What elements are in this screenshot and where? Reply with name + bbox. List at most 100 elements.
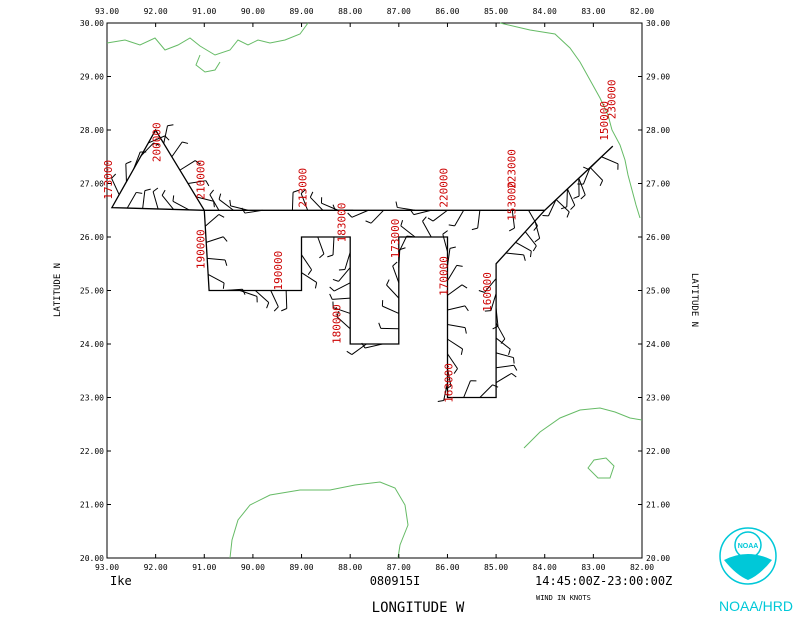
wind-barb — [490, 293, 497, 311]
y-tick-label-left: 20.00 — [80, 554, 104, 563]
wind-barb — [332, 236, 335, 256]
y-tick-label-left: 25.00 — [80, 287, 104, 296]
x-tick-label-bottom: 85.00 — [484, 563, 508, 572]
wind-barb-flag — [566, 211, 570, 218]
wind-barb-flag — [111, 173, 117, 179]
y-axis-title-left: LATITUDE N — [53, 263, 63, 317]
wind-barb-flag — [471, 227, 478, 231]
wind-barb-flag — [409, 209, 415, 215]
wind-barb-flag — [427, 217, 434, 222]
y-tick-label-left: 23.00 — [80, 394, 104, 403]
x-tick-label-bottom: 87.00 — [387, 563, 411, 572]
wind-barb-flag — [478, 289, 485, 293]
time-labels: 173000 200000 210000 190000 190000 213000 1830… — [102, 80, 618, 403]
wind-barb-flag — [573, 195, 580, 199]
wind-barb — [142, 190, 146, 209]
wind-barb-flag — [453, 368, 458, 374]
wind-barb-flag — [218, 193, 222, 200]
wind-barb — [447, 284, 463, 296]
wind-barb-flag — [532, 245, 537, 252]
x-axis-title: LONGITUDE W — [372, 600, 465, 616]
wind-barb-flag — [395, 201, 398, 208]
x-tick-label-bottom: 86.00 — [435, 563, 459, 572]
x-tick-label-bottom: 91.00 — [192, 563, 216, 572]
y-tick-label-right: 21.00 — [646, 501, 670, 510]
y-tick-label-right: 25.00 — [646, 287, 670, 296]
wind-barb — [148, 135, 166, 144]
units-label: WIND IN KNOTS — [536, 594, 591, 602]
wind-barb-flag — [329, 293, 333, 300]
x-tick-label-bottom: 88.00 — [338, 563, 362, 572]
wind-barb-flag — [512, 357, 515, 364]
wind-barb-flag — [300, 189, 306, 194]
wind-barb-flag — [329, 286, 335, 292]
wind-barb — [364, 343, 383, 349]
wind-barb — [126, 192, 137, 209]
wind-barb-flag — [314, 282, 318, 289]
wind-barb-flag — [153, 142, 160, 146]
wind-barb-flag — [511, 372, 517, 378]
wind-barb-flag — [167, 124, 174, 127]
y-tick-label-left: 24.00 — [80, 340, 104, 349]
time-label: 173000 — [102, 160, 115, 200]
wind-barb — [589, 167, 603, 181]
wind-barb-flag — [194, 160, 201, 165]
time-label: 190000 — [194, 229, 207, 269]
wind-barb-flag — [449, 246, 456, 249]
wind-barb — [321, 202, 339, 211]
time-label: 170000 — [438, 256, 451, 296]
x-tick-label-top: 83.00 — [581, 7, 605, 16]
wind-barb — [172, 200, 190, 211]
x-tick-label-top: 82.00 — [630, 7, 654, 16]
wind-barb-flag — [172, 195, 175, 202]
wind-barb — [218, 199, 234, 211]
coastline — [106, 22, 643, 559]
time-label: 190000 — [272, 251, 285, 291]
wind-barb — [133, 151, 141, 169]
time-label: 230000 — [605, 80, 618, 120]
wind-barb — [332, 307, 351, 314]
x-tick-label-bottom: 84.00 — [533, 563, 557, 572]
wind-barb — [161, 195, 174, 210]
x-tick-label-bottom: 93.00 — [95, 563, 119, 572]
wind-barb — [301, 254, 313, 271]
y-tick-label-right: 30.00 — [646, 19, 670, 28]
wind-barb-flag — [319, 253, 325, 259]
x-tick-label-top: 88.00 — [338, 7, 362, 16]
wind-barb — [422, 221, 432, 238]
wind-barb — [291, 192, 294, 211]
wind-barb-flag — [508, 227, 515, 232]
y-tick-label-left: 29.00 — [80, 73, 104, 82]
wind-barb-flag — [361, 342, 366, 349]
time-label: 213000 — [296, 168, 309, 208]
wind-barb — [351, 343, 367, 355]
wind-barb-flag — [365, 220, 372, 224]
wind-barb — [204, 214, 220, 227]
time-label: 173000 — [389, 219, 402, 259]
wind-barb — [496, 364, 514, 369]
wind-barb-flag — [560, 206, 567, 210]
y-tick-label-left: 27.00 — [80, 180, 104, 189]
coast-north-gulf — [106, 22, 309, 56]
wind-barb — [206, 236, 224, 243]
flight-path — [110, 128, 614, 399]
wind-barb — [548, 199, 557, 217]
plot-frame — [106, 22, 643, 559]
wind-barb — [443, 382, 448, 401]
wind-barb-flag — [218, 214, 225, 218]
wind-barb — [495, 372, 512, 384]
x-tick-label-top: 86.00 — [435, 7, 459, 16]
wind-barb — [447, 305, 466, 311]
y-tick-label-left: 30.00 — [80, 19, 104, 28]
wind-barb-flag — [229, 199, 232, 206]
x-tick-label-top: 92.00 — [144, 7, 168, 16]
wind-barb — [300, 193, 309, 211]
time-label: 160000 — [481, 272, 494, 312]
noaa-logo: NOAA — [719, 527, 777, 585]
time-label: 220000 — [438, 168, 451, 208]
wind-barb-flag — [599, 180, 604, 187]
wind-barb — [534, 220, 541, 239]
coast-isle-of-youth — [587, 457, 615, 479]
wind-barb-flag — [570, 204, 576, 210]
